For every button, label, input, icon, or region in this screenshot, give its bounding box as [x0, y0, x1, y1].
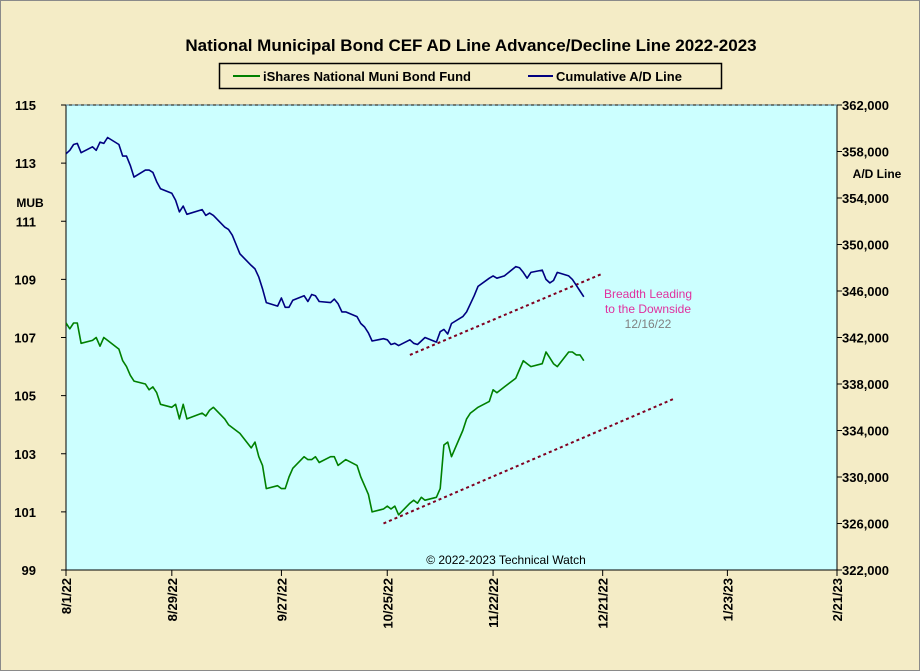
legend-label-ad: Cumulative A/D Line [556, 69, 682, 84]
legend-box [218, 62, 723, 90]
left-axis-label: MUB [16, 196, 44, 210]
annotation-breadth-2: to the Downside [605, 302, 691, 316]
x-tick-label: 12/21/22 [596, 578, 611, 629]
right-tick-label: 350,000 [842, 238, 889, 253]
left-axis: 99 101 103 105 107 109 111 113 115 [14, 98, 66, 578]
left-tick-label: 113 [15, 156, 36, 171]
right-axis-label: A/D Line [853, 167, 902, 181]
right-tick-label: 334,000 [842, 424, 889, 439]
left-tick-label: 101 [14, 505, 36, 520]
right-tick-label: 354,000 [842, 191, 889, 206]
legend: iShares National Muni Bond Fund Cumulati… [218, 62, 723, 90]
annotation-breadth-1: Breadth Leading [604, 287, 692, 301]
annotation-date: 12/16/22 [625, 317, 672, 331]
copyright-text: © 2022-2023 Technical Watch [426, 553, 586, 567]
x-axis: 8/1/22 8/29/22 9/27/22 10/25/22 11/22/22 12/2… [59, 570, 845, 629]
chart-title: National Municipal Bond CEF AD Line Adva… [185, 36, 756, 55]
mub-series-line [66, 322, 585, 516]
trendline-1 [409, 272, 604, 356]
left-tick-label: 99 [22, 563, 36, 578]
right-tick-label: 358,000 [842, 145, 889, 160]
plot-area [65, 104, 838, 571]
x-tick-label: 2/21/23 [830, 578, 845, 621]
x-tick-label: 1/23/23 [720, 578, 735, 621]
ad-series-line [66, 136, 585, 347]
right-tick-label: 326,000 [842, 517, 889, 532]
right-tick-label: 362,000 [842, 98, 889, 113]
left-tick-label: 107 [14, 331, 36, 346]
left-tick-label: 105 [14, 389, 36, 404]
right-tick-label: 322,000 [842, 563, 889, 578]
x-tick-label: 11/22/22 [486, 578, 501, 628]
series-layer [66, 136, 675, 525]
x-tick-label: 8/29/22 [165, 578, 180, 621]
left-tick-label: 111 [16, 214, 36, 229]
x-tick-label: 8/1/22 [59, 578, 74, 614]
right-tick-label: 342,000 [842, 331, 889, 346]
left-tick-label: 115 [15, 98, 36, 113]
trendline-2 [383, 397, 675, 525]
x-tick-label: 10/25/22 [380, 578, 395, 629]
right-tick-label: 346,000 [842, 284, 889, 299]
left-tick-label: 109 [14, 272, 36, 287]
right-tick-label: 330,000 [842, 470, 889, 485]
right-tick-label: 338,000 [842, 377, 889, 392]
right-axis: 322,000 326,000 330,000 334,000 338,000 342,0… [837, 98, 889, 578]
legend-label-mub: iShares National Muni Bond Fund [263, 69, 471, 84]
x-tick-label: 9/27/22 [274, 578, 289, 621]
left-tick-label: 103 [14, 447, 36, 462]
